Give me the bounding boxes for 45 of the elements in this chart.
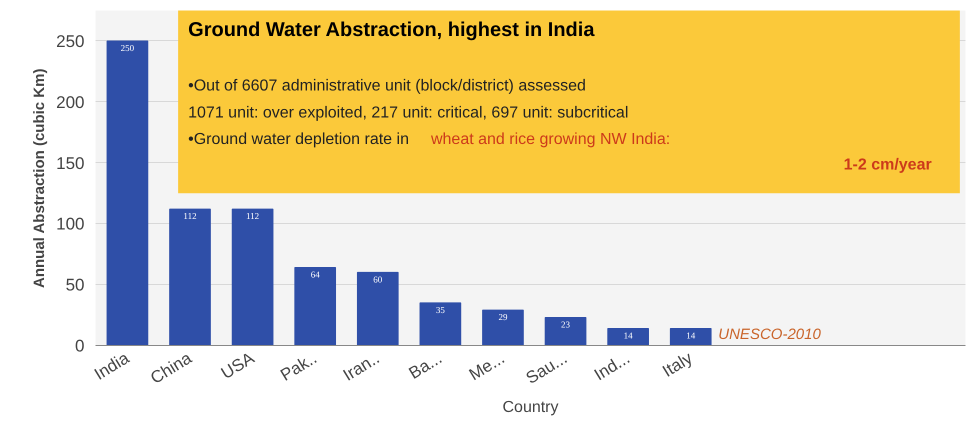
x-tick-label: Ba... [406,348,446,383]
bar [607,328,649,346]
data-label: 35 [436,304,446,315]
chart-title: Ground Water Abstraction, highest in India [188,18,596,41]
data-label: 29 [498,312,508,322]
bar [670,328,712,346]
data-label: 250 [120,42,135,53]
y-tick-label: 0 [75,336,85,356]
y-tick-label: 200 [56,92,85,112]
x-tick-label: China [147,348,196,388]
x-tick-label: Italy [659,348,696,381]
bar [420,302,462,346]
data-label: 112 [246,211,260,222]
x-tick-label: USA [218,348,258,383]
x-tick-label: India [91,348,133,384]
y-tick-label: 150 [56,154,85,173]
x-tick-label: Sau... [522,348,570,388]
y-tick-label: 100 [56,214,85,234]
x-tick-label: Pak.. [277,348,320,385]
bar [106,40,148,346]
y-axis-title: Annual Abstraction (cubic Km) [31,68,48,288]
data-label: 64 [310,270,320,280]
bar [169,208,211,346]
bar [294,267,336,346]
text: 1-2 cm/year [844,156,932,174]
data-label: 112 [183,211,197,222]
data-label: 14 [686,330,696,340]
x-tick-label: Ind... [590,348,634,384]
x-tick-label: Me... [466,348,508,384]
bar [232,208,274,346]
data-label: 23 [561,319,571,330]
annotation: •Out of 6607 administrative unit (block/district) assessed [188,78,586,95]
y-tick-label: 250 [56,32,85,51]
annotation: •Ground water depletion rate in [188,131,409,148]
bar [544,316,586,346]
text: UNESCO-2010 [718,326,822,344]
data-label: 60 [373,274,383,284]
annotation: 1071 unit: over exploited, 217 unit: critical, 697 unit: subcritical [188,104,628,122]
y-tick-label: 50 [66,276,85,295]
x-axis-title: Country [502,398,559,416]
bar [356,272,399,346]
x-tick-label: Iran.. [340,348,383,385]
annotation: wheat and rice growing NW India: [430,131,670,148]
data-label: 14 [624,330,634,340]
bar [482,310,524,346]
